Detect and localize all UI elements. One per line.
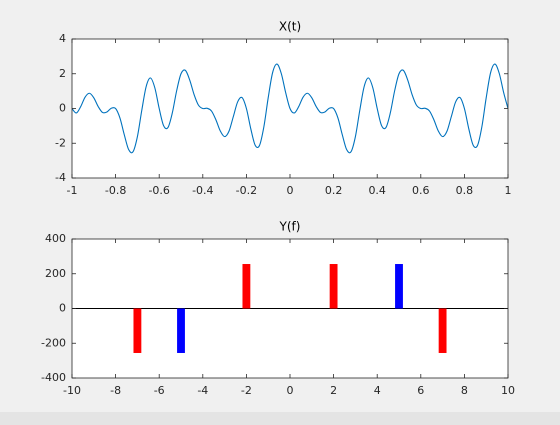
x-tick-label: -0.6 xyxy=(148,184,169,197)
y-tick-label: 2 xyxy=(59,67,66,80)
chart-title: Y(f) xyxy=(279,220,301,234)
x-tick-label: 10 xyxy=(501,384,515,397)
x-tick-label: -8 xyxy=(110,384,121,397)
x-tick-label: -0.8 xyxy=(105,184,126,197)
x-tick-label: -0.2 xyxy=(236,184,257,197)
x-tick-label: 0 xyxy=(287,384,294,397)
y-tick-label: -200 xyxy=(41,336,66,349)
x-tick-label: -10 xyxy=(63,384,81,397)
bar xyxy=(242,264,251,309)
y-tick-label: 0 xyxy=(59,302,66,315)
axes: -10 -8 -6 -4 -2 0 2 4 6 8 10 -400 -200 0 200 400 Y(f) xyxy=(41,220,515,398)
x-tick-label: 0 xyxy=(287,184,294,197)
bar xyxy=(395,264,403,309)
bar xyxy=(329,264,338,309)
x-tick-label: -0.4 xyxy=(192,184,213,197)
x-tick-label: -4 xyxy=(197,384,208,397)
chart-title: X(t) xyxy=(279,20,301,34)
bar xyxy=(177,308,185,353)
y-tick-label: -400 xyxy=(41,371,66,384)
marks xyxy=(72,264,508,353)
y-tick-label: -4 xyxy=(55,171,66,184)
taskbar-strip xyxy=(0,412,560,425)
x-tick-label: 2 xyxy=(330,384,337,397)
x-tick-label: 0.6 xyxy=(412,184,430,197)
x-tick-label: 0.2 xyxy=(325,184,343,197)
x-tick-label: -6 xyxy=(154,384,165,397)
y-tick-label: -2 xyxy=(55,136,66,149)
axes: -1 -0.8 -0.6 -0.4 -0.2 0 0.2 0.4 0.6 0.8 1 -4 -2 0 2 4 X… xyxy=(55,20,511,198)
bar xyxy=(133,308,142,353)
y-tick-label: 200 xyxy=(45,267,66,280)
x-tick-label: 1 xyxy=(505,184,512,197)
x-tick-label: -2 xyxy=(241,384,252,397)
y-tick-label: 400 xyxy=(45,232,66,245)
x-tick-label: -1 xyxy=(67,184,78,197)
data-line xyxy=(72,63,508,154)
y-tick-label: 4 xyxy=(59,32,66,45)
y-tick-label: 0 xyxy=(59,102,66,115)
x-tick-label: 6 xyxy=(417,384,424,397)
x-tick-label: 0.4 xyxy=(368,184,386,197)
bar xyxy=(438,308,447,353)
marks xyxy=(72,63,508,154)
x-tick-label: 8 xyxy=(461,384,468,397)
x-tick-label: 4 xyxy=(374,384,381,397)
x-tick-label: 0.8 xyxy=(456,184,474,197)
